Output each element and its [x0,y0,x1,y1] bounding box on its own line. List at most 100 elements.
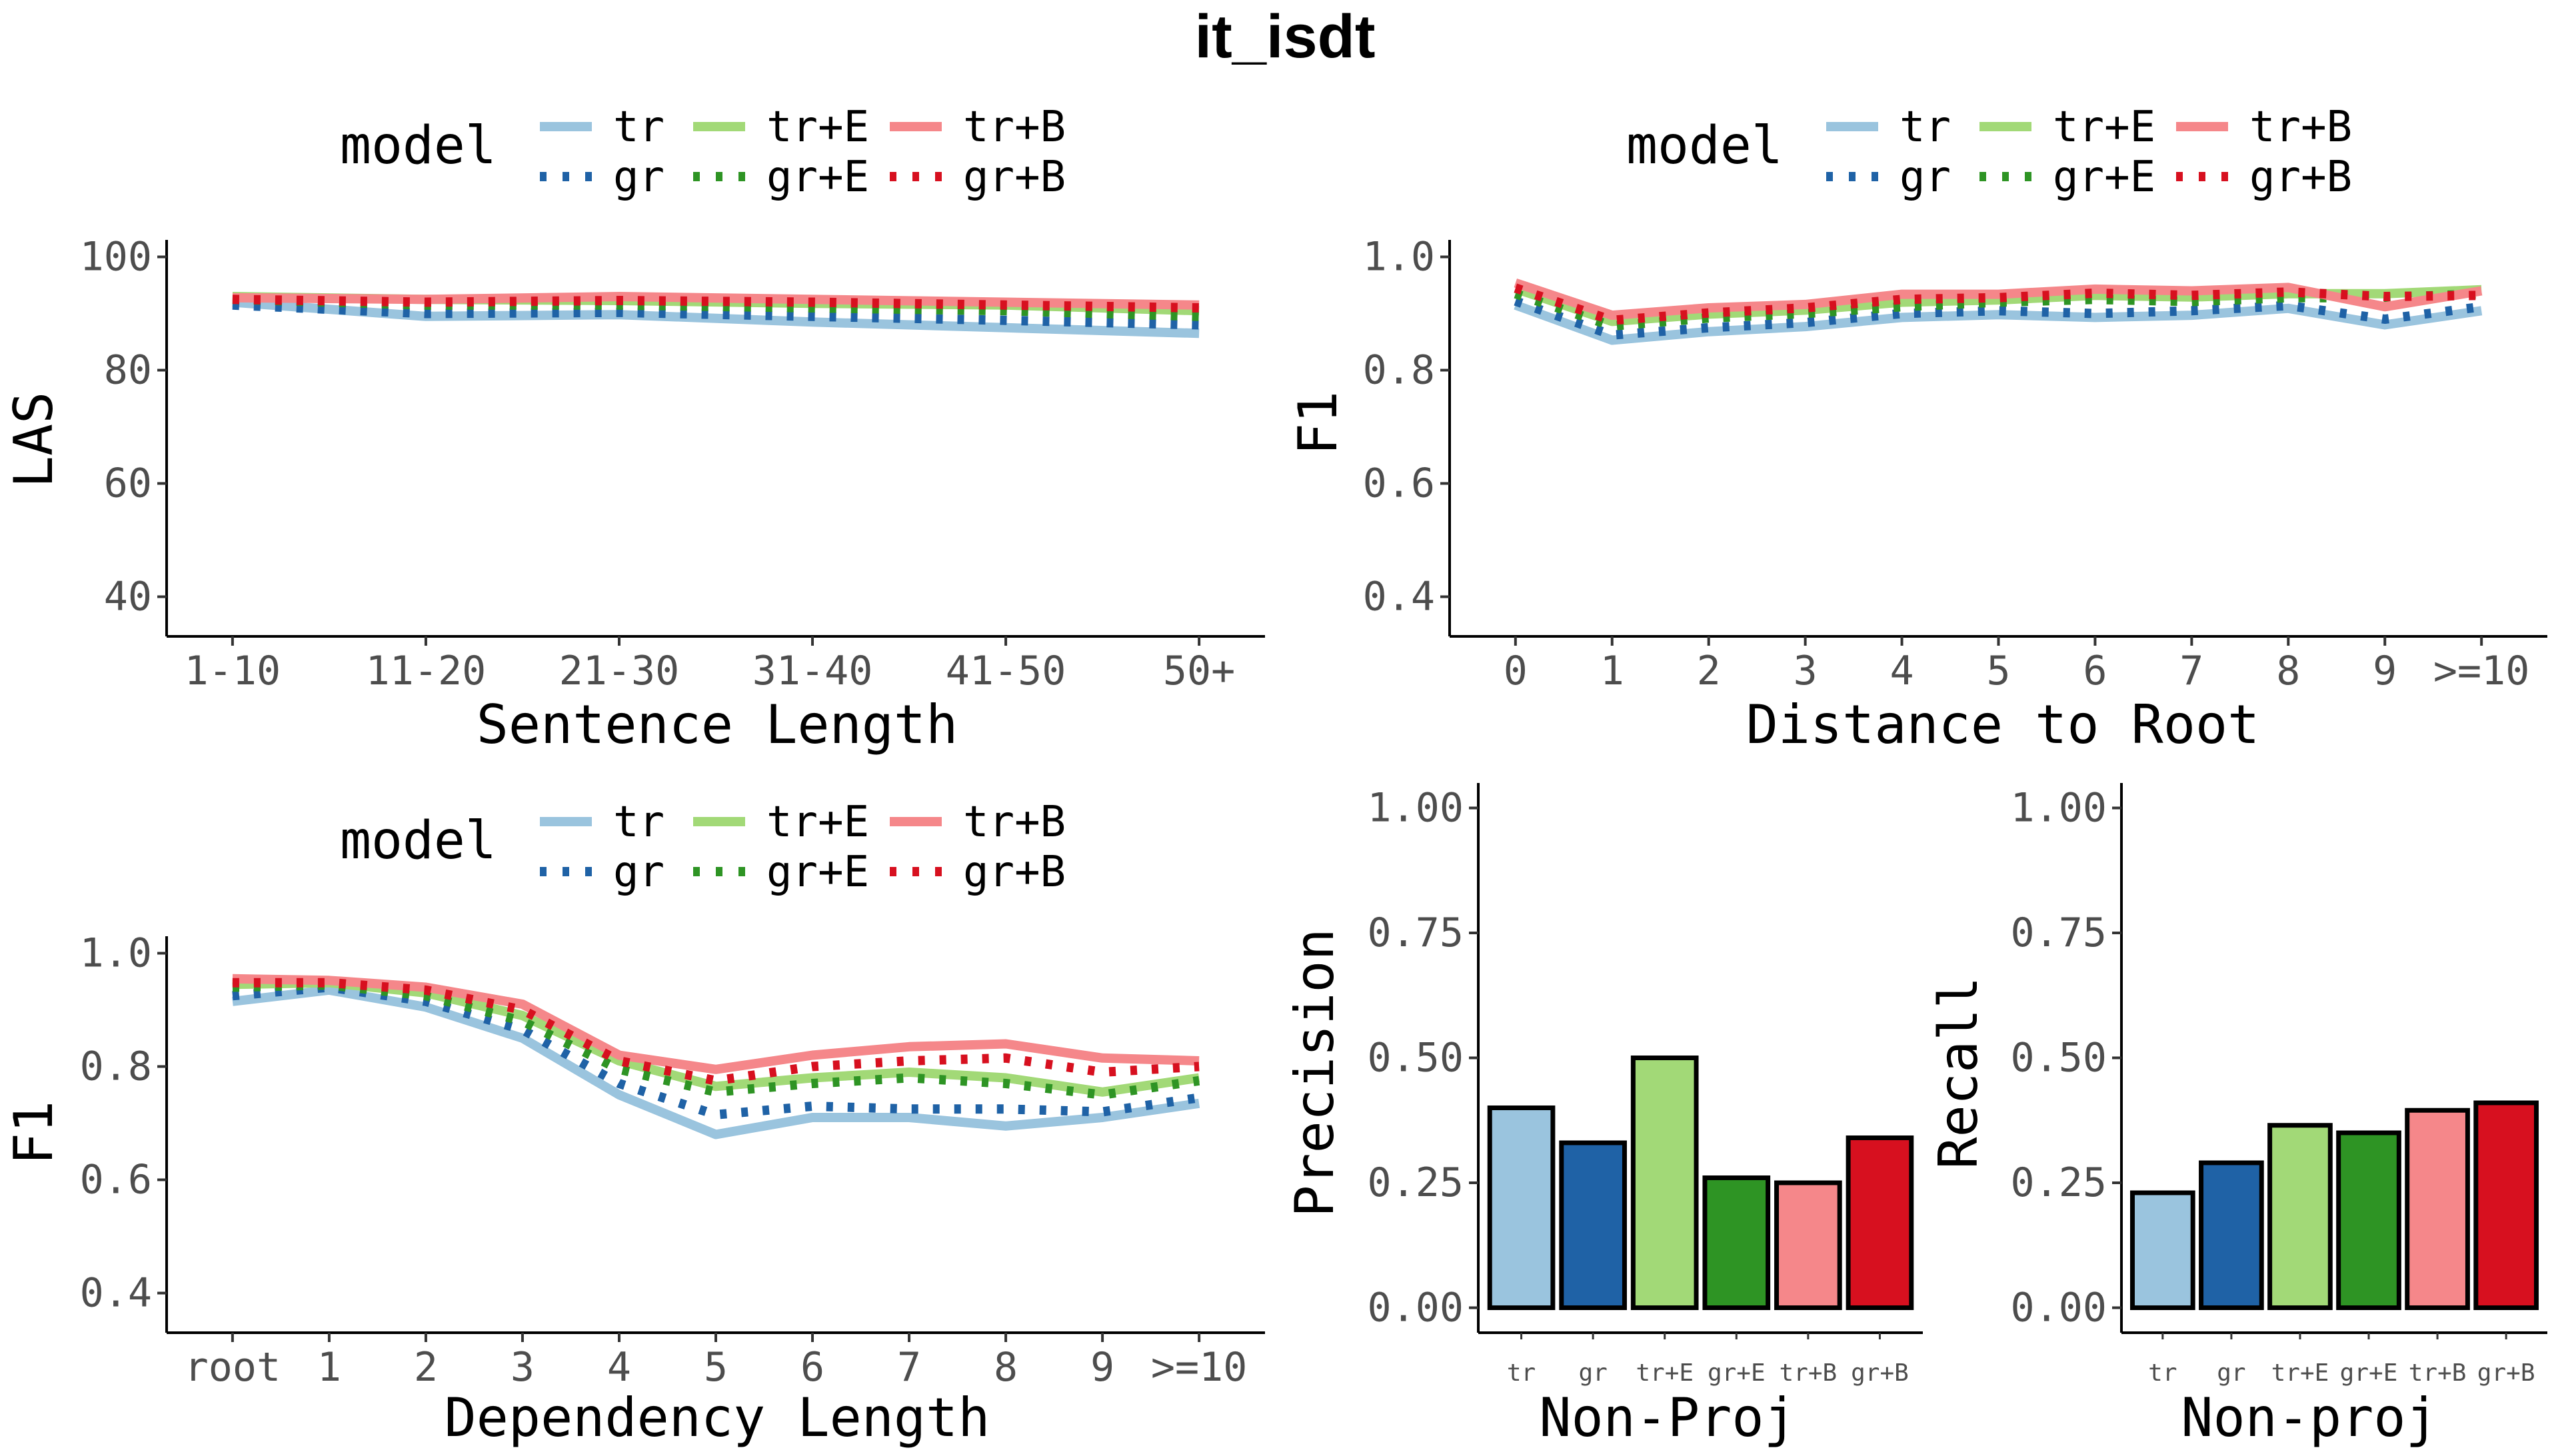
bar-tr [1487,1105,1556,1310]
panel-nonproj-recall: Non-proj Recall 0.00 0.25 0.50 0.75 1.00 tr gr… [1927,783,2547,1449]
y-tick-label: 0.50 [1368,1035,1464,1082]
y-axis-title: Recall [1927,977,1989,1169]
x-axis-title: Sentence Length [477,694,958,756]
x-tick-label: 1-10 [185,648,281,694]
panel-dependency-length: model tr tr+E tr+B gr gr+E gr+B Dependency Len… [3,798,1265,1449]
x-axis-title: Distance to Root [1746,694,2260,756]
x-tick-label: gr+E [1708,1359,1766,1387]
bar-gr-plus-B [1846,1135,1914,1310]
bar-gr-plus-E [1702,1175,1771,1310]
x-tick-label: tr+B [1780,1359,1838,1387]
x-axis-title: Dependency Length [445,1387,990,1449]
y-tick-label: 0.50 [2011,1035,2107,1082]
series-line-gr [1514,297,2483,340]
bar-tr-plus-B [2405,1107,2470,1310]
x-axis-title: Non-Proj [1539,1387,1796,1449]
x-tick-label: 21-30 [559,648,680,694]
y-tick-label: 0.6 [80,1157,152,1203]
x-tick-label: tr [1507,1359,1536,1387]
x-tick-label: 2 [1697,648,1721,694]
bar-gr [1559,1140,1627,1310]
y-tick-label: 1.00 [1368,785,1464,832]
legend-label: gr+E [766,848,869,897]
x-tick-label: gr [2217,1359,2245,1387]
legend-label: gr+B [963,848,1066,897]
y-tick-label: 0.6 [1363,460,1435,507]
legend-label: gr+B [963,153,1066,202]
x-tick-label: 4 [1890,648,1914,694]
x-tick-label: >=10 [2433,648,2530,694]
bar-tr-plus-E [1630,1056,1699,1310]
y-tick-label: 0.00 [2011,1285,2107,1331]
x-tick-label: 7 [897,1344,921,1391]
x-tick-label: 2 [414,1344,438,1391]
series-line-gr-plus-B [1514,283,2482,325]
x-tick-label: 1 [317,1344,341,1391]
legend-label: tr [1900,103,1951,152]
x-tick-label: 8 [994,1344,1018,1391]
y-axis-title: F1 [1287,391,1349,455]
legend-label: tr+E [2053,103,2155,152]
legend-dependency-length: model tr tr+E tr+B gr gr+E gr+B [340,798,1066,897]
y-tick-label: 0.25 [1368,1159,1464,1206]
legend-label: gr [613,848,664,897]
bar-tr [2129,1190,2195,1310]
x-tick-label: 6 [800,1344,824,1391]
x-tick-label: 9 [1090,1344,1114,1391]
x-tick-label: 50+ [1163,648,1235,694]
x-tick-label: tr+E [2271,1359,2329,1387]
y-tick-label: 80 [104,347,152,394]
y-tick-label: 0.75 [1368,910,1464,956]
x-tick-label: gr+B [2477,1359,2535,1387]
x-tick-label: 3 [511,1344,535,1391]
legend-title: model [340,811,497,871]
x-tick-label: tr+B [2409,1359,2467,1387]
y-tick-label: 0.8 [1363,347,1435,394]
series-line-tr-plus-B [232,974,1200,1074]
bar-gr-plus-E [2336,1130,2401,1310]
x-tick-label: 31-40 [752,648,873,694]
legend-label: gr [1900,153,1951,202]
series-line-tr [232,297,1200,339]
panel-sentence-length: model tr tr+E tr+B gr gr+E gr+B Sentence Lengt… [3,103,1265,756]
legend-label: tr+B [963,798,1066,847]
legend-label: tr [613,798,664,847]
x-tick-label: 7 [2179,648,2203,694]
y-tick-label: 100 [80,234,152,281]
x-tick-label: gr+E [2340,1359,2398,1387]
legend-distance-to-root: model tr tr+E tr+B gr gr+E gr+B [1626,103,2352,202]
y-tick-label: 60 [104,460,152,507]
x-tick-label: 5 [1986,648,2010,694]
x-tick-label: >=10 [1151,1344,1248,1391]
bar-gr-plus-B [2473,1100,2539,1310]
y-tick-label: 0.4 [1363,574,1435,620]
x-tick-label: 4 [607,1344,631,1391]
legend-label: gr [613,153,664,202]
x-tick-label: 8 [2276,648,2300,694]
legend-label: tr+E [766,103,869,152]
y-axis-title: LAS [3,392,65,488]
y-tick-label: 1.0 [1363,234,1435,281]
y-axis-title: Precision [1284,928,1346,1217]
x-tick-label: 1 [1600,648,1624,694]
legend-label: tr [613,103,664,152]
x-tick-label: 3 [1794,648,1818,694]
legend-label: gr+E [766,153,869,202]
x-tick-label: 5 [704,1344,728,1391]
x-tick-label: 41-50 [946,648,1066,694]
y-axis-title: F1 [3,1101,65,1165]
y-tick-label: 0.75 [2011,910,2107,956]
y-tick-label: 0.8 [80,1044,152,1090]
x-tick-label: 6 [2083,648,2107,694]
legend-label: gr+B [2249,153,2352,202]
bar-tr-plus-B [1774,1180,1842,1310]
figure-title: it_isdt [1195,3,1376,71]
legend-label: tr+B [2249,103,2352,152]
series-line-tr [232,985,1200,1139]
bar-tr-plus-E [2267,1123,2333,1310]
legend-title: model [1626,116,1783,176]
y-tick-label: 1.0 [80,930,152,977]
x-tick-label: gr [1578,1359,1607,1387]
legend-label: tr+E [766,798,869,847]
x-tick-label: 11-20 [366,648,487,694]
